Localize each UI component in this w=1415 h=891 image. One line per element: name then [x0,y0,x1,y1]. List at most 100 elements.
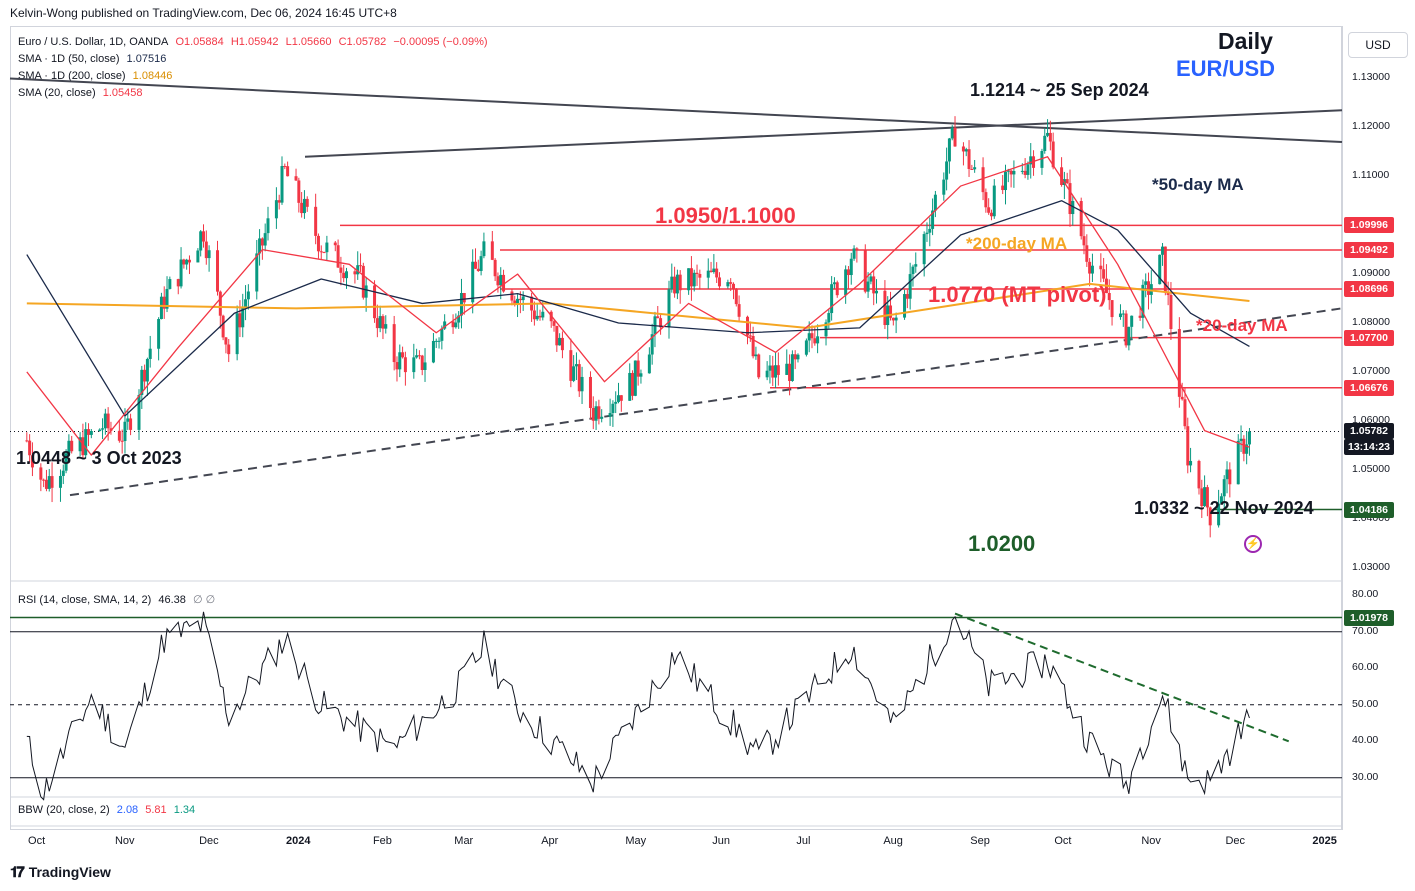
candle-body [597,406,601,419]
candle-body [734,289,738,305]
candle-body [774,365,778,378]
candle-body [830,284,834,314]
candle-body [771,365,775,378]
timeframe-title: Daily [1218,28,1273,54]
candle-body [106,413,110,429]
time-tick: Apr [541,835,559,847]
candle-body [810,333,814,339]
symbol-legend[interactable]: Euro / U.S. Dollar, 1D, OANDA O1.05884 H… [18,36,492,48]
candle-body [675,274,679,294]
ascending-trendline [304,109,1343,158]
candle-body [984,192,988,208]
candle-body [342,272,346,279]
candle-body [145,358,149,382]
candle-body [227,344,231,355]
candle-body [437,340,441,342]
candle-body [1242,438,1246,454]
candle-body [678,274,682,291]
candle-body [286,166,290,177]
publisher-caption: Kelvin-Wong published on TradingView.com… [10,6,397,20]
candle-body [283,166,287,168]
candle-body [889,305,893,318]
candle-body [378,316,382,329]
candle-body [647,354,651,374]
candle-body [970,168,974,170]
candle-body [451,321,455,328]
candle-body [1012,170,1016,175]
candle-body [319,251,323,253]
candle-body [339,267,343,273]
sma200-value: 1.08446 [132,70,173,82]
candle-body [359,265,363,267]
candle-body [28,440,32,456]
rsi-legend[interactable]: RSI (14, close, SMA, 14, 2) 46.38 ∅ ∅ [18,593,219,606]
candle-body [61,470,65,476]
price-label-box: 1.04186 [1344,501,1394,518]
price-label-box: 1.01978 [1344,609,1394,626]
candle-body [928,228,932,233]
candle-body [1121,313,1125,315]
candle-body [1060,167,1064,185]
candle-body [101,428,105,430]
candle-body [47,476,51,489]
ohlc-change: −0.00095 (−0.09%) [393,36,488,48]
rsi-tick: 70.00 [1352,624,1379,637]
candle-body [1189,460,1193,466]
candle-body [1009,170,1013,175]
time-tick: 2024 [286,835,311,847]
annotation-pivot: 1.0770 (MT pivot) [928,282,1107,307]
time-tick: Jul [796,835,811,847]
currency-button[interactable]: USD [1348,32,1408,58]
candle-body [129,418,133,430]
sma200-legend[interactable]: SMA · 1D (200, close) 1.08446 [18,70,176,82]
candle-body [1247,431,1251,445]
price-label-box: 1.09492 [1344,242,1394,259]
candle-body [558,337,562,346]
candle-body [1118,313,1122,318]
candle-body [656,316,660,319]
candle-body [591,408,595,421]
tradingview-logo[interactable]: 𝟏𝟕 TradingView [10,864,111,881]
candle-body [263,233,267,246]
candle-body [260,238,264,246]
candle-body [790,354,794,381]
price-tick: 1.03000 [1352,560,1390,573]
candle-body [1163,246,1167,293]
sma50-legend[interactable]: SMA · 1D (50, close) 1.07516 [18,53,170,65]
candle-body [1006,170,1010,172]
candle-body [302,198,306,214]
ohlc-open: O1.05884 [175,36,224,48]
candle-body [1099,265,1103,270]
candle-body [294,176,298,181]
price-label-box: 1.06676 [1344,379,1394,396]
price-tick: 1.06000 [1352,413,1390,426]
bbw-legend[interactable]: BBW (20, close, 2) 2.08 5.81 1.34 [18,804,199,816]
rsi-tick: 40.00 [1352,734,1379,747]
candle-body [431,340,435,363]
candle-body [224,337,228,345]
candle-body [417,355,421,357]
candle-body [706,270,710,278]
sma20-legend[interactable]: SMA (20, close) 1.05458 [18,87,146,99]
annotation-ma20: *20-day MA [1196,316,1288,335]
time-tick: Aug [883,835,903,847]
candle-body [401,352,405,358]
candle-body [1236,440,1240,485]
time-tick: Nov [114,835,135,847]
candle-body [588,376,592,409]
lightning-icon[interactable]: ⚡ [1244,535,1262,553]
candle-body [560,337,564,351]
candle-body [87,429,91,435]
candle-body [689,268,693,287]
candle-body [855,248,859,251]
candle-body [905,294,909,299]
bbw-value-3: 1.34 [173,804,196,816]
chart-frame[interactable] [10,26,1342,830]
candle-body [81,437,85,456]
candle-body [420,355,424,370]
candle-body [325,242,329,253]
candle-body [1068,183,1072,215]
candle-body [415,355,419,358]
candle-body [807,333,811,341]
